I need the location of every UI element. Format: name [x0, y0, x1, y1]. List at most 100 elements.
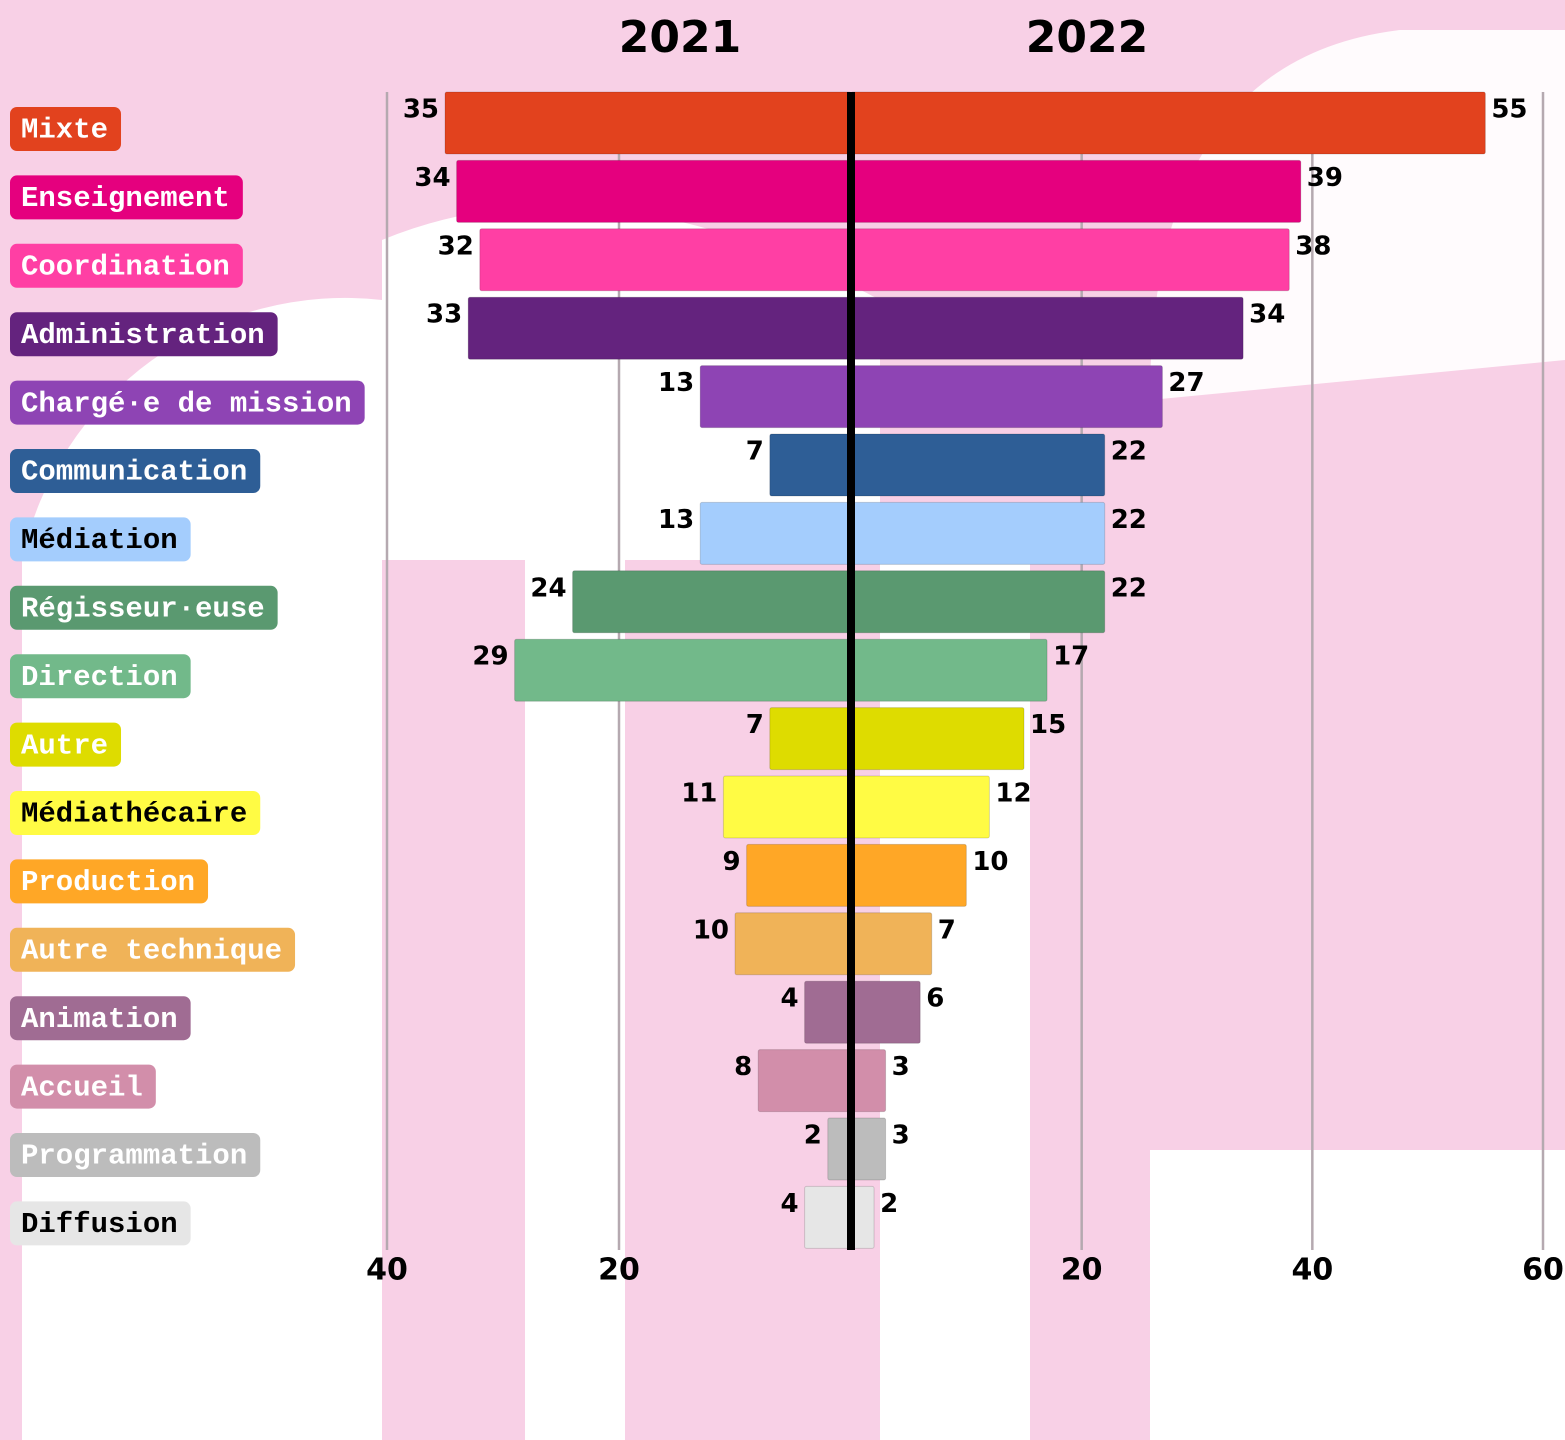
value-label: 2 [880, 1189, 898, 1219]
bar [699, 365, 852, 429]
value-label: 33 [426, 300, 462, 330]
category-label: Autre technique [21, 934, 282, 967]
bar [769, 433, 852, 497]
value-label: 4 [781, 984, 799, 1014]
category-badge [10, 449, 261, 493]
bar [850, 1117, 887, 1181]
bar [850, 228, 1290, 292]
category-label: Programmation [21, 1140, 247, 1173]
x-tick-label: 60 [1522, 1253, 1564, 1288]
category-label: Coordination [21, 250, 230, 283]
bar [850, 980, 921, 1044]
value-label: 12 [995, 779, 1031, 809]
value-label: 11 [681, 779, 717, 809]
value-label: 27 [1168, 368, 1204, 398]
bar [722, 775, 852, 839]
value-label: 22 [1111, 505, 1147, 535]
value-label: 3 [892, 1121, 910, 1151]
bar [850, 707, 1025, 771]
bar [850, 91, 1486, 155]
x-tick-label: 40 [1291, 1253, 1333, 1288]
category-badge [10, 927, 296, 972]
value-label: 4 [781, 1189, 799, 1219]
bar [850, 296, 1244, 360]
x-tick-label: 20 [598, 1253, 640, 1288]
value-label: 15 [1030, 710, 1066, 740]
bar [444, 91, 852, 155]
value-label: 39 [1307, 163, 1343, 193]
category-badge [10, 175, 243, 220]
bar [850, 159, 1302, 223]
category-badge [10, 722, 122, 767]
value-label: 13 [658, 505, 694, 535]
category-label: Autre [21, 729, 108, 762]
value-label: 7 [746, 437, 764, 467]
category-label: Chargé·e de mission [21, 387, 352, 420]
category-badge [10, 1133, 261, 1177]
legend-label: 2021 [619, 12, 741, 63]
bar [850, 638, 1048, 702]
category-label: Diffusion [21, 1208, 178, 1241]
value-label: 13 [658, 368, 694, 398]
value-label: 9 [723, 847, 741, 877]
category-badge [10, 585, 278, 630]
value-label: 22 [1111, 573, 1147, 603]
category-badge [10, 243, 243, 288]
category-label: Direction [21, 661, 178, 694]
bar [456, 159, 852, 223]
bar [514, 638, 852, 702]
category-label: Enseignement [21, 182, 230, 215]
category-badge [10, 791, 261, 835]
value-label: 55 [1491, 95, 1527, 125]
value-label: 7 [938, 915, 956, 945]
bar [850, 501, 1106, 565]
category-label: Régisseur·euse [21, 592, 265, 625]
value-label: 3 [892, 1052, 910, 1082]
category-label: Mixte [21, 114, 108, 147]
bar [757, 1049, 852, 1113]
bar [850, 775, 990, 839]
category-label: Médiathécaire [21, 798, 247, 831]
value-label: 34 [414, 163, 450, 193]
legend-label: 2022 [1026, 12, 1148, 63]
bar [850, 433, 1106, 497]
bar [699, 501, 852, 565]
value-label: 38 [1295, 231, 1331, 261]
bar [769, 707, 852, 771]
category-badge [10, 107, 122, 151]
bar [734, 912, 852, 976]
x-tick-label: 40 [366, 1253, 408, 1288]
category-badge [10, 996, 191, 1041]
value-label: 8 [734, 1052, 752, 1082]
bar [804, 1185, 852, 1249]
bar [746, 843, 852, 907]
bar [850, 1049, 887, 1113]
bar [850, 843, 967, 907]
bar [479, 228, 852, 292]
category-label: Animation [21, 1003, 178, 1036]
value-label: 24 [530, 573, 566, 603]
value-label: 10 [693, 915, 729, 945]
bar [572, 570, 852, 634]
value-label: 6 [926, 984, 944, 1014]
category-label: Administration [21, 319, 265, 352]
bar [850, 570, 1106, 634]
category-label: Accueil [21, 1071, 143, 1104]
category-label: Production [21, 866, 195, 899]
category-badge [10, 859, 209, 904]
category-badge [10, 1064, 156, 1109]
value-label: 17 [1053, 642, 1089, 672]
x-tick-label: 20 [1061, 1253, 1103, 1288]
bar [804, 980, 852, 1044]
value-label: 29 [472, 642, 508, 672]
category-badge [10, 380, 365, 425]
value-label: 10 [972, 847, 1008, 877]
bar [850, 912, 933, 976]
value-label: 35 [403, 95, 439, 125]
value-label: 22 [1111, 437, 1147, 467]
category-label: Médiation [21, 524, 178, 557]
category-badge [10, 1201, 191, 1246]
category-label: Communication [21, 456, 247, 489]
category-badge [10, 517, 191, 562]
